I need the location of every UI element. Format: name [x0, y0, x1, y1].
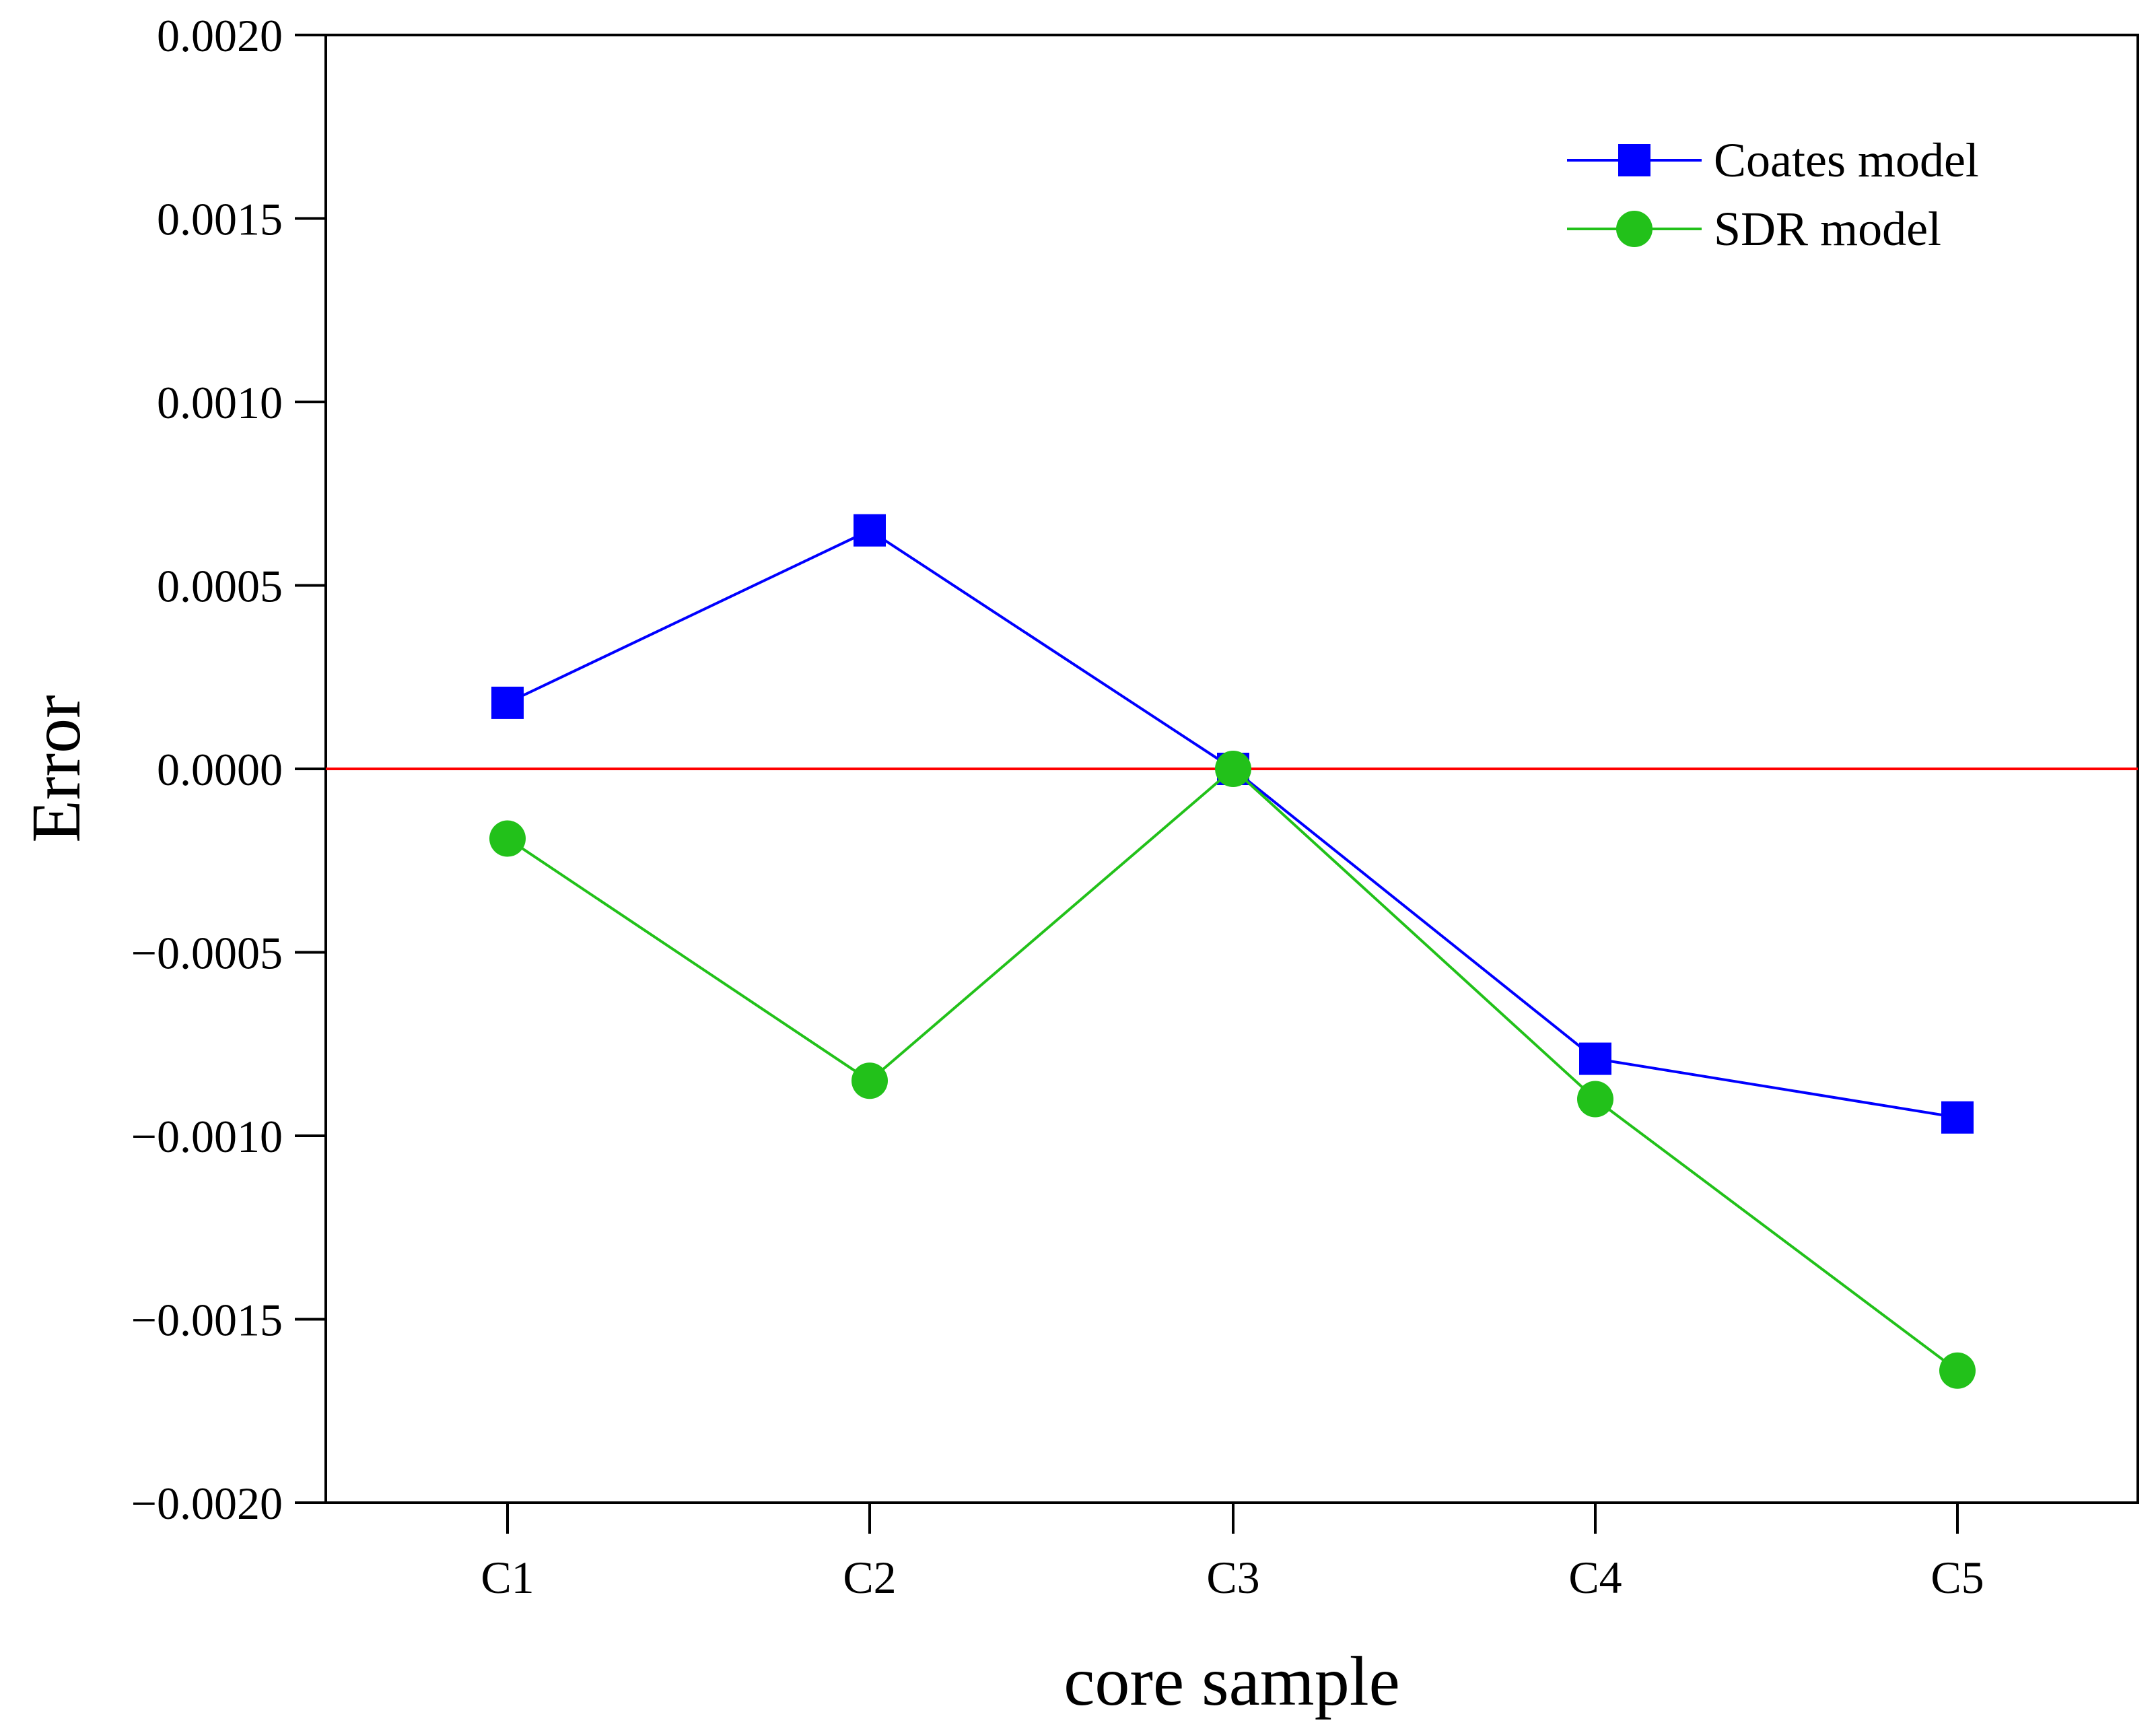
legend: Coates model SDR model	[1567, 133, 1979, 256]
x-tick-label: C5	[1931, 1552, 1984, 1603]
y-axis-ticks: 0.0020 0.0015 0.0010 0.0005 0.0000 −0.0005 −0.…	[131, 10, 326, 1529]
series-layer	[489, 514, 1976, 1389]
legend-circle-marker	[1616, 211, 1653, 247]
legend-item: SDR model	[1567, 202, 1941, 256]
y-tick-label: −0.0015	[131, 1295, 283, 1346]
y-tick-label: 0.0010	[157, 377, 283, 428]
x-tick-label: C3	[1206, 1552, 1259, 1603]
legend-label: SDR model	[1714, 202, 1941, 256]
circle-point	[1939, 1352, 1976, 1389]
y-tick-label: 0.0005	[157, 561, 283, 612]
x-tick-label: C2	[843, 1552, 896, 1603]
square-point	[854, 514, 886, 547]
legend-square-marker	[1618, 144, 1650, 176]
y-tick-label: 0.0000	[157, 744, 283, 795]
legend-label: Coates model	[1714, 133, 1979, 187]
square-point	[491, 686, 524, 719]
circle-point	[1577, 1081, 1613, 1118]
x-tick-label: C4	[1568, 1552, 1622, 1603]
x-axis-ticks: C1 C2 C3 C4 C5	[481, 1503, 1984, 1603]
y-axis-title: Error	[18, 695, 95, 842]
circle-point	[851, 1062, 888, 1099]
legend-item: Coates model	[1567, 133, 1979, 187]
series-sdr-model	[489, 751, 1976, 1389]
y-tick-label: −0.0020	[131, 1478, 283, 1529]
y-tick-label: 0.0020	[157, 10, 283, 61]
circle-point	[1215, 751, 1251, 787]
x-axis-title: core sample	[1064, 1643, 1400, 1720]
x-tick-label: C1	[481, 1552, 534, 1603]
y-tick-label: −0.0010	[131, 1111, 283, 1162]
y-tick-label: −0.0005	[131, 928, 283, 979]
circle-point	[489, 820, 526, 857]
square-point	[1941, 1101, 1974, 1134]
square-point	[1579, 1042, 1611, 1075]
y-tick-label: 0.0015	[157, 194, 283, 245]
